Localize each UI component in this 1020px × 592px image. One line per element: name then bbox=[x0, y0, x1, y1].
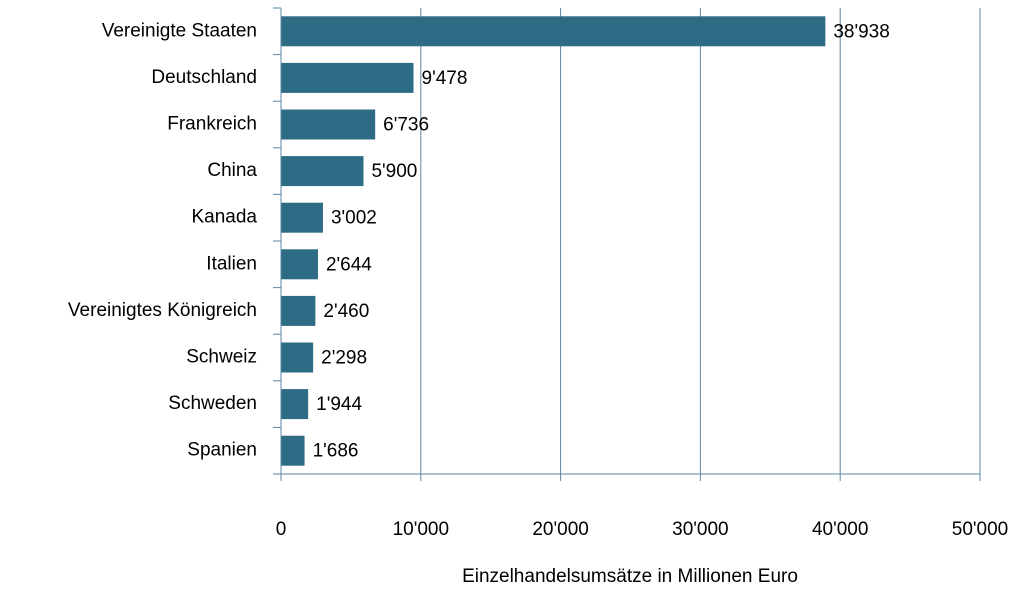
y-tick-label: Schweiz bbox=[186, 347, 257, 368]
bar bbox=[281, 16, 826, 47]
x-tick-label: 30'000 bbox=[672, 519, 728, 540]
bar bbox=[281, 249, 318, 280]
data-label: 5'900 bbox=[371, 161, 417, 182]
y-tick-label: Frankreich bbox=[167, 114, 257, 135]
data-label: 38'938 bbox=[833, 21, 889, 42]
bar bbox=[281, 62, 414, 93]
y-tick-label: Kanada bbox=[191, 207, 257, 228]
y-tick-label: Deutschland bbox=[151, 67, 257, 88]
bar bbox=[281, 202, 323, 233]
y-tick-label: Schweden bbox=[168, 393, 257, 414]
bar bbox=[281, 109, 376, 140]
data-label: 6'736 bbox=[383, 115, 429, 136]
y-tick-label: Vereinigtes Königreich bbox=[68, 300, 257, 321]
data-label: 1'944 bbox=[316, 394, 362, 415]
x-tick-label: 10'000 bbox=[393, 519, 449, 540]
y-tick-label: Italien bbox=[206, 253, 257, 274]
y-tick-label: Vereinigte Staaten bbox=[102, 20, 257, 41]
bar bbox=[281, 156, 364, 187]
bar bbox=[281, 435, 305, 466]
data-label: 2'460 bbox=[323, 301, 369, 322]
x-tick-label: 40'000 bbox=[812, 519, 868, 540]
data-label: 2'644 bbox=[326, 254, 372, 275]
bar bbox=[281, 342, 314, 373]
data-label: 9'478 bbox=[422, 68, 468, 89]
bar bbox=[281, 389, 309, 420]
data-label: 3'002 bbox=[331, 208, 377, 229]
bar bbox=[281, 295, 316, 326]
y-tick-label: Spanien bbox=[187, 440, 257, 461]
x-axis-title: Einzelhandelsumsätze in Millionen Euro bbox=[462, 566, 798, 587]
x-tick-label: 0 bbox=[276, 519, 287, 540]
data-label: 1'686 bbox=[313, 441, 359, 462]
x-tick-label: 20'000 bbox=[532, 519, 588, 540]
x-tick-label: 50'000 bbox=[952, 519, 1008, 540]
y-tick-label: China bbox=[207, 160, 257, 181]
data-label: 2'298 bbox=[321, 348, 367, 369]
